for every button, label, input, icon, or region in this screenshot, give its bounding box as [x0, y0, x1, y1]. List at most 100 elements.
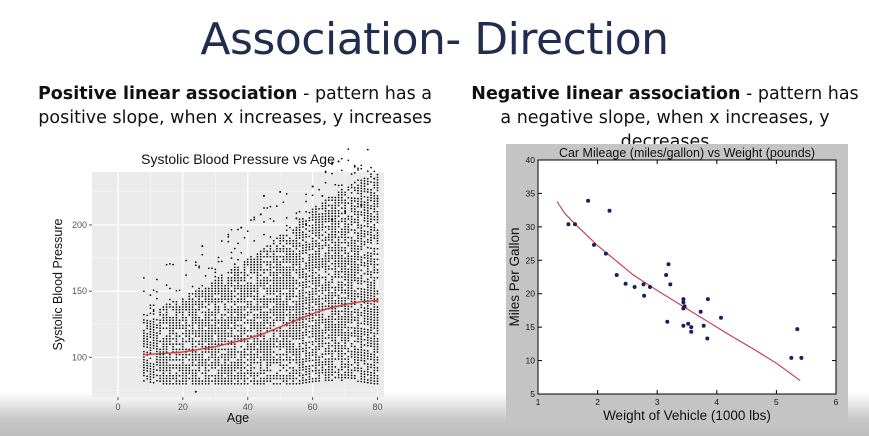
data-point [253, 308, 256, 311]
data-point [347, 374, 350, 377]
data-point [302, 249, 304, 252]
data-point [373, 186, 376, 189]
data-point [207, 319, 210, 322]
data-point [152, 376, 155, 379]
data-point [321, 247, 324, 250]
data-point [327, 305, 330, 307]
data-point [149, 320, 152, 323]
data-point [285, 377, 288, 380]
data-point [327, 233, 330, 236]
data-point [224, 284, 226, 287]
data-point [263, 261, 265, 263]
data-point [240, 335, 243, 337]
data-point [344, 305, 346, 307]
data-point [337, 299, 340, 302]
data-point [259, 348, 262, 351]
data-point [165, 343, 168, 345]
data-point [272, 220, 275, 222]
data-point [201, 332, 204, 335]
data-point [178, 327, 181, 330]
data-point [152, 310, 155, 313]
data-point [289, 372, 291, 375]
data-point [194, 380, 197, 382]
data-point [181, 380, 184, 382]
data-point [373, 229, 376, 232]
data-point [256, 277, 259, 279]
data-point [169, 337, 171, 340]
data-point [191, 306, 194, 308]
data-point [292, 335, 295, 337]
data-point [681, 297, 686, 302]
data-point [331, 163, 333, 166]
data-point [327, 286, 330, 289]
data-point [363, 262, 366, 264]
data-point [370, 313, 372, 316]
data-point [263, 327, 265, 330]
negative-association-heading: Negative linear association [471, 84, 741, 104]
data-point [266, 303, 269, 306]
data-point [295, 300, 298, 303]
data-point [347, 305, 350, 308]
data-point [227, 319, 230, 322]
data-point [272, 359, 275, 361]
data-point [188, 372, 191, 375]
data-point [315, 208, 317, 210]
data-point [224, 292, 226, 295]
data-point [230, 314, 233, 316]
data-point [340, 265, 343, 268]
data-point [240, 277, 243, 279]
data-point [370, 358, 372, 361]
data-point [308, 269, 311, 272]
data-point [149, 330, 152, 333]
data-point [217, 359, 220, 361]
data-point [363, 296, 366, 299]
data-point [337, 231, 340, 233]
data-point [366, 273, 369, 275]
data-point [315, 226, 317, 229]
data-point [308, 381, 311, 383]
data-point [327, 236, 330, 239]
data-point [305, 283, 307, 286]
data-point [217, 343, 220, 345]
data-point [256, 322, 259, 324]
data-point [347, 292, 350, 294]
data-point [285, 287, 288, 290]
data-point [350, 236, 353, 239]
data-point [191, 300, 194, 303]
data-point [285, 382, 288, 385]
data-point [324, 358, 327, 361]
data-point [243, 340, 246, 343]
data-point [243, 274, 246, 277]
data-point [376, 316, 379, 319]
data-point [324, 215, 327, 218]
data-point [344, 260, 346, 262]
data-point [321, 244, 324, 247]
data-point [263, 282, 265, 285]
data-point [357, 335, 359, 338]
data-point [204, 287, 207, 290]
data-point [370, 236, 372, 239]
data-point [373, 247, 376, 250]
data-point [318, 343, 320, 345]
data-point [259, 343, 262, 345]
data-point [334, 344, 337, 347]
data-point [279, 266, 282, 269]
data-point [370, 332, 372, 334]
data-point [331, 302, 333, 305]
data-point [263, 340, 265, 343]
data-point [347, 236, 350, 239]
data-point [263, 250, 265, 253]
data-point [285, 279, 288, 282]
data-point [327, 329, 330, 331]
data-point [370, 215, 372, 218]
data-point [259, 266, 262, 269]
data-point [259, 258, 262, 261]
data-point [204, 295, 207, 298]
data-point [230, 380, 233, 382]
data-point [331, 366, 333, 368]
data-point [201, 303, 204, 306]
data-point [201, 322, 204, 324]
data-point [175, 340, 178, 343]
data-point [357, 316, 359, 319]
data-point [353, 374, 356, 377]
